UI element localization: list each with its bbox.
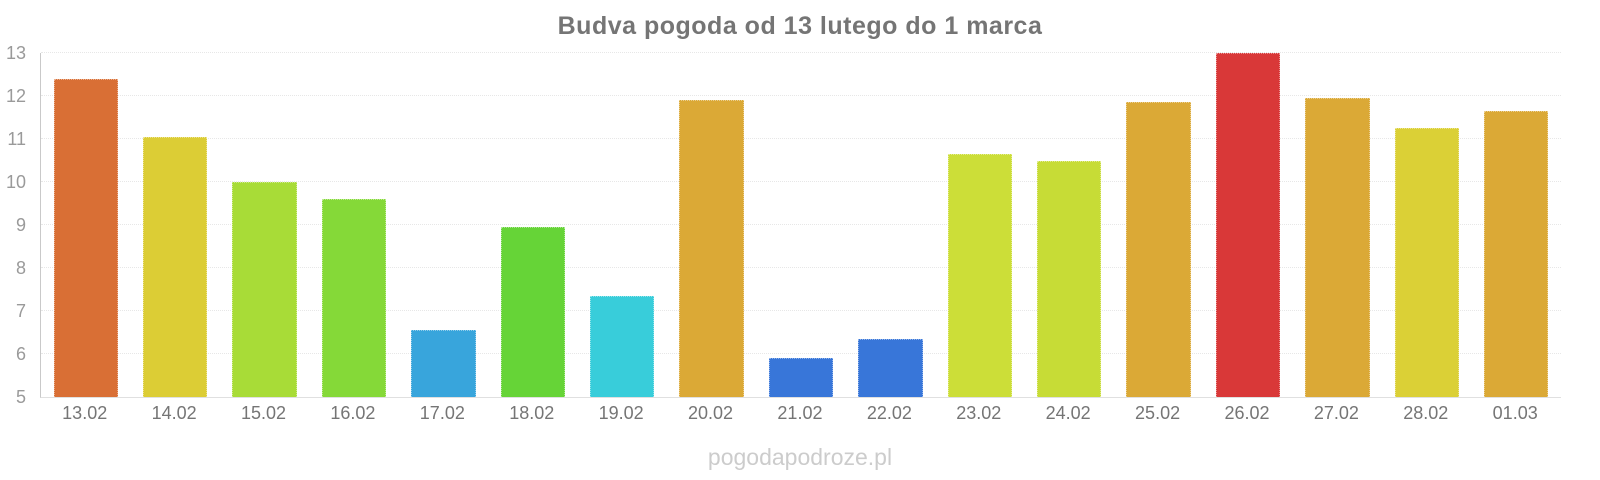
y-axis-label: 11 <box>7 129 26 149</box>
y-axis-label: 6 <box>15 344 26 364</box>
bar-01.03[interactable] <box>1484 111 1549 397</box>
x-axis-label: 13.02 <box>62 403 108 423</box>
bar-slot <box>1203 53 1292 397</box>
x-axis-label: 15.02 <box>240 403 287 423</box>
x-axis-label: 20.02 <box>688 403 734 423</box>
bar-27.02[interactable] <box>1305 98 1370 397</box>
bar-18.02[interactable] <box>500 227 565 397</box>
bar-20.02[interactable] <box>679 100 744 397</box>
y-axis-label: 13 <box>5 43 26 63</box>
x-axis-label: 19.02 <box>598 403 644 423</box>
bar-15.02[interactable] <box>232 182 297 397</box>
bar-series <box>41 53 1561 397</box>
gridline <box>41 95 1561 96</box>
x-axis-label: 28.02 <box>1403 403 1449 423</box>
x-axis-label: 17.02 <box>419 403 465 423</box>
bar-28.02[interactable] <box>1394 128 1459 397</box>
x-axis-label: 22.02 <box>866 403 912 423</box>
gridline <box>41 181 1561 182</box>
gridline <box>41 52 1561 53</box>
bar-slot <box>220 53 309 397</box>
bar-24.02[interactable] <box>1036 160 1102 397</box>
plot-area <box>40 52 1561 398</box>
bar-22.02[interactable] <box>858 338 923 397</box>
bar-slot <box>130 53 219 397</box>
y-axis-label: 12 <box>5 86 26 106</box>
x-axis-label: 16.02 <box>330 403 376 423</box>
bar-slot <box>756 53 845 397</box>
bar-17.02[interactable] <box>411 330 476 397</box>
x-axis: 13.02 14.02 15.02 16.02 17.02 18.02 19.02 20.02… <box>40 403 1560 424</box>
gridline <box>41 224 1561 225</box>
y-axis-label: 5 <box>15 387 26 407</box>
x-axis-label: 21.02 <box>777 403 823 423</box>
bar-slot <box>667 53 756 397</box>
x-axis-label: 25.02 <box>1135 403 1181 423</box>
bar-25.02[interactable] <box>1126 102 1191 397</box>
bar-16.02[interactable] <box>321 199 387 397</box>
x-axis-label: 23.02 <box>956 403 1002 423</box>
x-axis-label: 24.02 <box>1045 403 1091 423</box>
bar-slot <box>1293 53 1382 397</box>
x-axis-label: 27.02 <box>1313 403 1359 423</box>
bar-slot <box>399 53 488 397</box>
y-axis-label: 10 <box>5 172 26 192</box>
bar-slot <box>935 53 1024 397</box>
y-axis-label: 8 <box>15 258 26 278</box>
bar-23.02[interactable] <box>947 154 1012 397</box>
gridline <box>41 310 1561 311</box>
bar-slot <box>488 53 577 397</box>
bar-slot <box>1024 53 1113 397</box>
bar-26.02[interactable] <box>1215 53 1281 397</box>
bar-21.02[interactable] <box>768 358 834 397</box>
bar-slot <box>1382 53 1471 397</box>
bar-slot <box>577 53 666 397</box>
y-axis-label: 9 <box>15 215 26 235</box>
bar-13.02[interactable] <box>53 78 118 397</box>
bar-slot <box>41 53 130 397</box>
bar-19.02[interactable] <box>589 295 655 397</box>
bar-slot <box>1114 53 1203 397</box>
watermark: pogodapodroze.pl <box>707 444 893 470</box>
bar-slot <box>846 53 935 397</box>
x-axis-label: 18.02 <box>509 403 555 423</box>
gridline <box>41 267 1561 268</box>
bar-14.02[interactable] <box>142 136 208 397</box>
y-axis: 5 6 7 8 9 10 11 12 13 <box>0 44 32 406</box>
x-axis-label: 01.03 <box>1492 403 1538 423</box>
gridline <box>41 353 1561 354</box>
x-axis-label: 26.02 <box>1224 403 1270 423</box>
bar-slot <box>1472 53 1561 397</box>
gridline <box>41 138 1561 139</box>
chart-title: Budva pogoda od 13 lutego do 1 marca <box>557 12 1043 40</box>
x-axis-label: 14.02 <box>151 403 197 423</box>
y-axis-label: 7 <box>15 301 26 321</box>
bar-slot <box>309 53 398 397</box>
